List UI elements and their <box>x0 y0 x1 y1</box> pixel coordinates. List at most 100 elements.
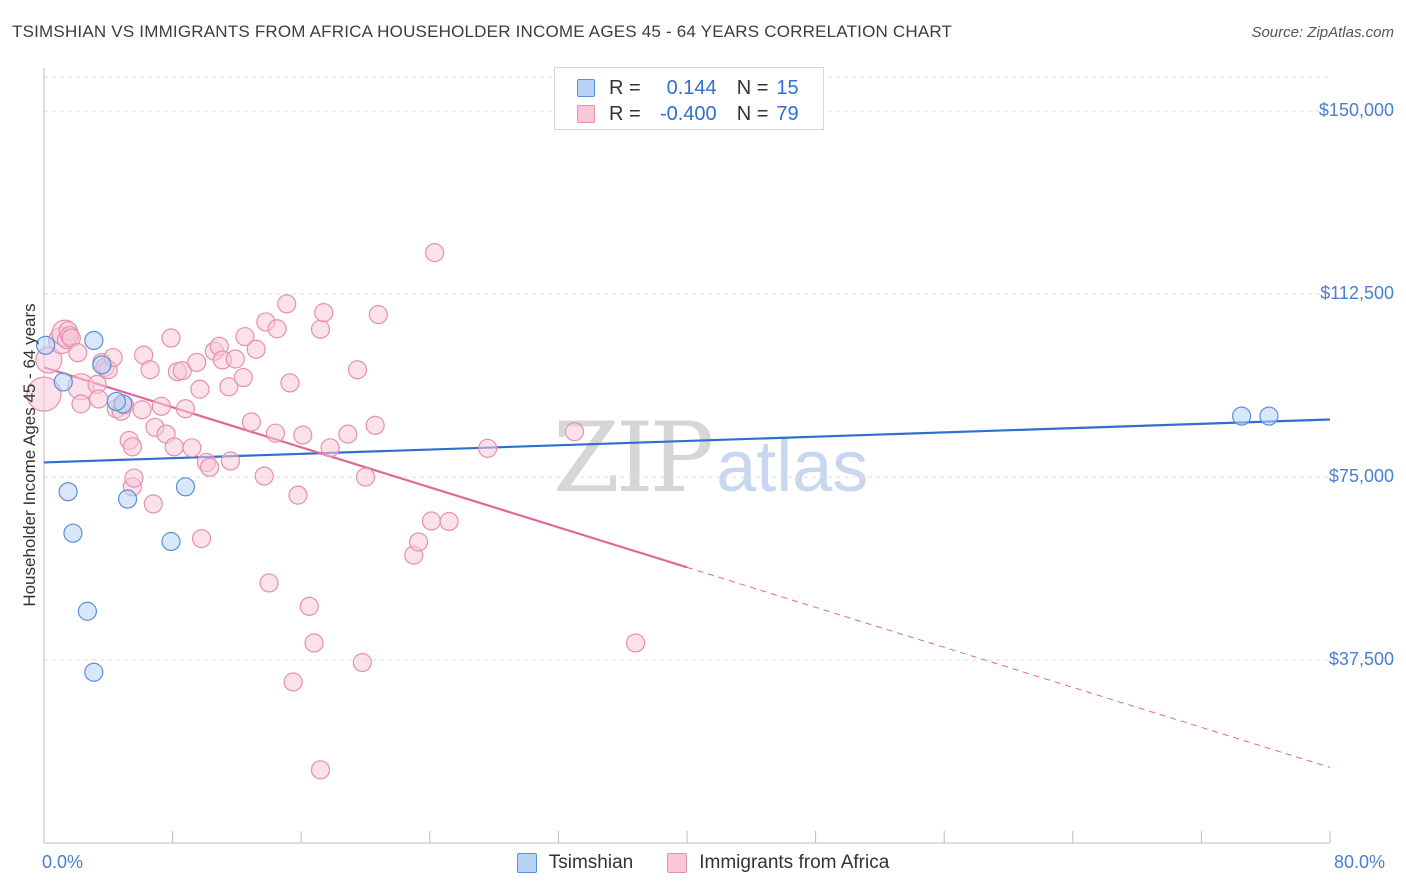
africa-point <box>421 511 442 531</box>
africa-point <box>71 394 91 414</box>
africa-point <box>122 437 143 457</box>
africa-point <box>219 377 239 397</box>
africa-point <box>277 294 297 314</box>
africa-point <box>89 389 109 409</box>
africa-point <box>26 376 62 412</box>
africa-point <box>439 511 459 532</box>
africa-point <box>310 319 331 339</box>
africa-point <box>288 485 308 505</box>
legend-swatch-pink <box>577 105 595 123</box>
axes <box>43 68 1331 844</box>
y-tick-label: $112,500 <box>1320 283 1394 304</box>
chart-title: TSIMSHIAN VS IMMIGRANTS FROM AFRICA HOUS… <box>12 22 953 41</box>
legend-r-value: 0.144 <box>666 76 717 99</box>
africa-point <box>304 633 324 653</box>
africa-point <box>182 438 202 458</box>
tsimshian-point <box>1231 406 1252 426</box>
africa-point <box>408 532 429 552</box>
tsimshian-point <box>106 391 126 412</box>
africa-point <box>293 425 313 445</box>
africa-point <box>132 400 152 420</box>
tsimshian-point <box>117 489 138 509</box>
legend-swatch-blue <box>516 853 537 873</box>
africa-point <box>151 396 171 416</box>
tsimshian-point <box>92 355 112 375</box>
africa-point <box>267 319 287 339</box>
grid-lines <box>44 76 1330 661</box>
tsimshian-point <box>175 477 196 497</box>
africa-point <box>187 352 207 373</box>
africa-point <box>280 373 300 393</box>
africa-point <box>172 361 192 381</box>
africa-point <box>365 415 385 435</box>
legend-label-tsimshian: Tsimshian <box>548 852 634 873</box>
africa-point <box>283 672 303 692</box>
africa-point <box>191 528 212 549</box>
legend-n-value: 15 <box>776 76 799 99</box>
africa-point <box>190 379 210 399</box>
africa-point <box>352 652 372 673</box>
africa-point <box>220 451 241 471</box>
legend-n-value: 79 <box>776 102 799 125</box>
y-tick-label: $150,000 <box>1318 100 1394 121</box>
africa-point <box>320 438 340 458</box>
x-tick-label-min: 0.0% <box>42 852 84 872</box>
africa-trend-line <box>43 366 688 569</box>
legend-swatch-pink <box>667 853 688 873</box>
africa-point <box>299 596 319 616</box>
africa-point <box>199 457 220 477</box>
tsimshian-point <box>58 482 78 502</box>
africa-point <box>140 360 160 380</box>
africa-point <box>347 360 368 380</box>
africa-point <box>235 326 255 347</box>
africa-point <box>161 328 181 348</box>
africa-point <box>625 633 646 653</box>
tsimshian-trend-line <box>43 418 1331 464</box>
legend-r-label: R = <box>609 76 641 99</box>
africa-point <box>265 423 286 443</box>
y-axis-title: Householder Income Ages 45 - 64 years <box>20 303 39 607</box>
africa-trend-extension <box>686 566 1331 768</box>
africa-point <box>143 494 163 514</box>
legend-item-tsimshian: Tsimshian <box>516 852 634 874</box>
africa-point <box>124 468 144 488</box>
africa-point <box>246 339 266 359</box>
series-legend: Tsimshian Immigrants from Africa <box>0 852 1406 874</box>
legend-swatch-blue <box>577 79 595 97</box>
legend-row-tsimshian: R = 0.144 N = 15 <box>577 76 799 100</box>
tsimshian-point <box>1259 406 1279 426</box>
trend-lines <box>43 366 1331 768</box>
africa-point <box>233 367 253 388</box>
legend-n-label: N = <box>736 76 769 99</box>
africa-point <box>478 438 498 458</box>
tsimshian-point <box>161 531 181 552</box>
legend-label-africa: Immigrants from Africa <box>699 852 890 873</box>
africa-point <box>68 343 88 363</box>
legend-r-label: R = <box>609 102 641 125</box>
africa-point <box>564 422 585 442</box>
africa-point <box>310 760 331 780</box>
legend-r-value: -0.400 <box>659 102 717 125</box>
tsimshian-point <box>36 335 56 355</box>
data-points <box>26 243 1279 780</box>
tsimshian-point <box>63 523 83 543</box>
tsimshian-point <box>84 330 104 351</box>
legend-row-africa: R = -0.400 N = 79 <box>577 102 799 126</box>
africa-point <box>175 399 196 419</box>
tsimshian-point <box>77 601 98 621</box>
africa-point <box>355 467 376 487</box>
legend-n-label: N = <box>736 102 769 125</box>
x-tick-label-max: 80.0% <box>1334 852 1386 872</box>
africa-point <box>338 424 358 444</box>
africa-point <box>164 437 184 457</box>
tsimshian-point <box>53 372 73 392</box>
africa-point <box>241 412 261 432</box>
africa-point <box>425 243 445 263</box>
y-tick-label: $37,500 <box>1328 649 1394 670</box>
africa-point <box>259 573 279 593</box>
source-label: Source: ZipAtlas.com <box>1251 24 1394 41</box>
y-tick-label: $75,000 <box>1328 466 1394 487</box>
africa-point <box>225 349 245 369</box>
legend-item-africa: Immigrants from Africa <box>667 852 889 874</box>
correlation-legend: R = 0.144 N = 15 R = -0.400 N = 79 <box>554 67 824 130</box>
